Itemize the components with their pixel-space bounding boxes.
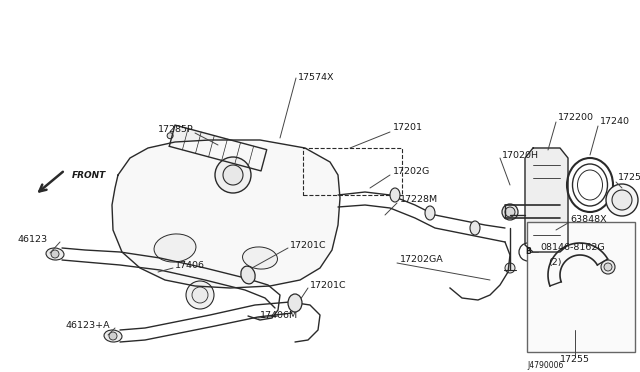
Circle shape <box>502 204 518 220</box>
Ellipse shape <box>104 330 122 342</box>
Text: 17406M: 17406M <box>260 311 298 320</box>
Ellipse shape <box>243 247 278 269</box>
Ellipse shape <box>154 234 196 262</box>
Text: (2): (2) <box>548 257 561 266</box>
Circle shape <box>244 271 252 279</box>
Circle shape <box>167 133 173 139</box>
Polygon shape <box>112 140 340 288</box>
Circle shape <box>606 184 638 216</box>
Text: 17201: 17201 <box>393 124 423 132</box>
Text: FRONT: FRONT <box>72 170 106 180</box>
Bar <box>527 222 635 352</box>
Text: 46123+A: 46123+A <box>65 321 109 330</box>
Text: 172200: 172200 <box>558 113 594 122</box>
Circle shape <box>192 287 208 303</box>
Text: 17251: 17251 <box>618 173 640 183</box>
Circle shape <box>505 263 515 273</box>
Text: 63848X: 63848X <box>570 215 607 224</box>
Circle shape <box>109 332 117 340</box>
Text: 17240: 17240 <box>600 118 630 126</box>
Text: 17255: 17255 <box>560 356 590 365</box>
Ellipse shape <box>46 248 64 260</box>
Circle shape <box>223 165 243 185</box>
Text: 17201C: 17201C <box>290 241 326 250</box>
Text: 17406: 17406 <box>175 260 205 269</box>
Text: 17201C: 17201C <box>310 280 347 289</box>
Circle shape <box>186 281 214 309</box>
Polygon shape <box>525 148 568 252</box>
Circle shape <box>604 263 612 271</box>
Text: 17285P: 17285P <box>158 125 194 135</box>
Text: 17202GA: 17202GA <box>400 256 444 264</box>
Circle shape <box>612 190 632 210</box>
Ellipse shape <box>470 221 480 235</box>
Circle shape <box>545 223 559 237</box>
Ellipse shape <box>390 188 400 202</box>
Text: 17202G: 17202G <box>393 167 430 176</box>
Circle shape <box>215 157 251 193</box>
Text: 17574X: 17574X <box>298 74 335 83</box>
Text: 46123: 46123 <box>18 235 48 244</box>
Text: 17228M: 17228M <box>400 196 438 205</box>
Circle shape <box>505 207 515 217</box>
Circle shape <box>262 156 270 164</box>
Circle shape <box>601 260 615 274</box>
Circle shape <box>519 243 537 261</box>
Ellipse shape <box>288 294 302 312</box>
Circle shape <box>51 250 59 258</box>
Text: 17020H: 17020H <box>502 151 539 160</box>
Bar <box>303 148 402 195</box>
Ellipse shape <box>241 266 255 284</box>
Text: 08146-8162G: 08146-8162G <box>540 244 605 253</box>
Ellipse shape <box>425 206 435 220</box>
Text: J4790006: J4790006 <box>527 362 563 371</box>
Text: B: B <box>525 247 531 257</box>
Circle shape <box>291 299 299 307</box>
Polygon shape <box>169 125 267 171</box>
Circle shape <box>260 151 268 158</box>
